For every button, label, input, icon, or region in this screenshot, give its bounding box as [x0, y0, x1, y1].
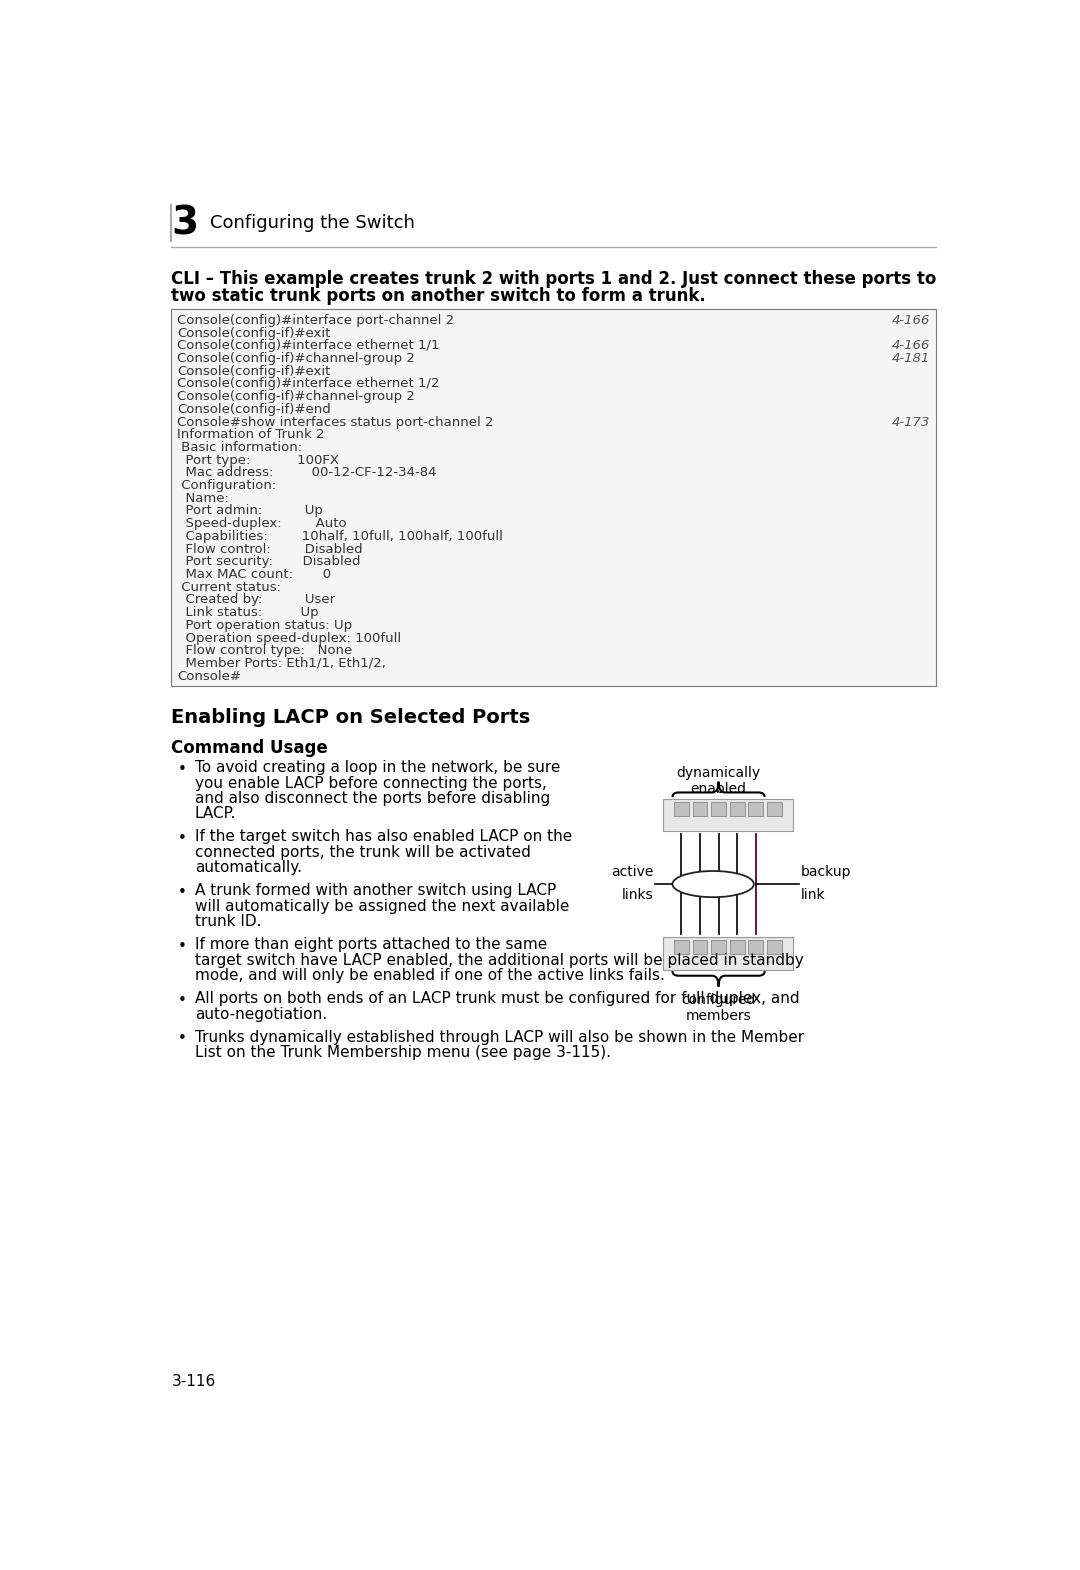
Bar [712, 802, 726, 815]
Text: A trunk formed with another switch using LACP: A trunk formed with another switch using… [194, 884, 556, 898]
Text: Port admin:          Up: Port admin: Up [177, 504, 323, 518]
Text: Port security:       Disabled: Port security: Disabled [177, 556, 361, 568]
Text: you enable LACP before connecting the ports,: you enable LACP before connecting the po… [194, 776, 546, 791]
Text: Console#: Console# [177, 670, 241, 683]
Text: CLI – This example creates trunk 2 with ports 1 and 2. Just connect these ports : CLI – This example creates trunk 2 with … [172, 270, 936, 287]
Bar [767, 802, 782, 815]
Text: Console#show interfaces status port-channel 2: Console#show interfaces status port-chan… [177, 416, 494, 429]
Bar [692, 802, 707, 815]
Text: automatically.: automatically. [194, 860, 301, 874]
Text: •: • [177, 1031, 187, 1046]
Text: Configuring the Switch: Configuring the Switch [211, 214, 415, 232]
Text: Current status:: Current status: [177, 581, 281, 593]
Text: Port type:           100FX: Port type: 100FX [177, 454, 339, 466]
Text: 4-181: 4-181 [892, 352, 930, 366]
Text: Flow control type:   None: Flow control type: None [177, 644, 352, 658]
Text: Trunks dynamically established through LACP will also be shown in the Member: Trunks dynamically established through L… [194, 1030, 804, 1044]
Bar [730, 802, 744, 815]
Text: •: • [177, 831, 187, 846]
Text: Flow control:        Disabled: Flow control: Disabled [177, 543, 363, 556]
Text: configured
members: configured members [681, 992, 756, 1024]
Text: LACP.: LACP. [194, 807, 237, 821]
Text: links: links [622, 889, 653, 901]
Text: active: active [611, 865, 653, 879]
Text: dynamically
enabled: dynamically enabled [676, 766, 760, 796]
Bar [692, 940, 707, 955]
Text: mode, and will only be enabled if one of the active links fails.: mode, and will only be enabled if one of… [194, 969, 664, 983]
Text: link: link [800, 889, 825, 901]
Text: Console(config-if)#exit: Console(config-if)#exit [177, 364, 330, 378]
Text: Enabling LACP on Selected Ports: Enabling LACP on Selected Ports [172, 708, 530, 727]
Text: 3-116: 3-116 [172, 1374, 216, 1389]
Text: Console(config)#interface ethernet 1/1: Console(config)#interface ethernet 1/1 [177, 339, 440, 352]
Text: 4-166: 4-166 [892, 314, 930, 327]
Text: Link status:         Up: Link status: Up [177, 606, 319, 619]
Text: auto-negotiation.: auto-negotiation. [194, 1006, 327, 1022]
Text: Configuration:: Configuration: [177, 479, 276, 491]
Text: All ports on both ends of an LACP trunk must be configured for full duplex, and: All ports on both ends of an LACP trunk … [194, 991, 799, 1006]
Text: Console(config-if)#exit: Console(config-if)#exit [177, 327, 330, 339]
Bar [730, 940, 744, 955]
Text: Port operation status: Up: Port operation status: Up [177, 619, 352, 631]
Text: target switch have LACP enabled, the additional ports will be placed in standby: target switch have LACP enabled, the add… [194, 953, 804, 967]
Text: Console(config-if)#end: Console(config-if)#end [177, 403, 330, 416]
Text: trunk ID.: trunk ID. [194, 914, 261, 929]
Text: If more than eight ports attached to the same: If more than eight ports attached to the… [194, 937, 546, 953]
Bar [674, 940, 689, 955]
Text: 4-166: 4-166 [892, 339, 930, 352]
Bar [663, 799, 793, 831]
Bar [674, 802, 689, 815]
Ellipse shape [673, 871, 754, 896]
Text: connected ports, the trunk will be activated: connected ports, the trunk will be activ… [194, 845, 530, 860]
Bar [767, 940, 782, 955]
Text: •: • [177, 761, 187, 777]
Text: •: • [177, 939, 187, 953]
Text: and also disconnect the ports before disabling: and also disconnect the ports before dis… [194, 791, 550, 805]
Text: two static trunk ports on another switch to form a trunk.: two static trunk ports on another switch… [172, 287, 706, 305]
Text: Created by:          User: Created by: User [177, 593, 335, 606]
Text: Console(config)#interface port-channel 2: Console(config)#interface port-channel 2 [177, 314, 454, 327]
Text: If the target switch has also enabled LACP on the: If the target switch has also enabled LA… [194, 829, 572, 845]
Text: 4-173: 4-173 [892, 416, 930, 429]
Text: will automatically be assigned the next available: will automatically be assigned the next … [194, 898, 569, 914]
Text: 3: 3 [172, 204, 199, 242]
Text: Operation speed-duplex: 100full: Operation speed-duplex: 100full [177, 631, 401, 645]
Text: List on the Trunk Membership menu (see page 3-115).: List on the Trunk Membership menu (see p… [194, 1046, 610, 1060]
Text: Speed-duplex:        Auto: Speed-duplex: Auto [177, 517, 347, 531]
Text: backup: backup [800, 865, 851, 879]
Text: Basic information:: Basic information: [177, 441, 302, 454]
Text: •: • [177, 992, 187, 1008]
Bar [172, 309, 935, 686]
Text: Max MAC count:       0: Max MAC count: 0 [177, 568, 330, 581]
Text: Command Usage: Command Usage [172, 738, 328, 757]
Text: Name:: Name: [177, 491, 229, 506]
Text: Mac address:         00-12-CF-12-34-84: Mac address: 00-12-CF-12-34-84 [177, 466, 436, 479]
Text: Information of Trunk 2: Information of Trunk 2 [177, 429, 324, 441]
Text: Console(config-if)#channel-group 2: Console(config-if)#channel-group 2 [177, 389, 415, 403]
Text: •: • [177, 885, 187, 900]
Text: Capabilities:        10half, 10full, 100half, 100full: Capabilities: 10half, 10full, 100half, 1… [177, 531, 502, 543]
Bar [663, 937, 793, 970]
Bar [748, 802, 764, 815]
Text: Console(config)#interface ethernet 1/2: Console(config)#interface ethernet 1/2 [177, 377, 440, 391]
Bar [712, 940, 726, 955]
Text: Member Ports: Eth1/1, Eth1/2,: Member Ports: Eth1/1, Eth1/2, [177, 656, 386, 670]
Text: Console(config-if)#channel-group 2: Console(config-if)#channel-group 2 [177, 352, 415, 366]
Text: To avoid creating a loop in the network, be sure: To avoid creating a loop in the network,… [194, 760, 561, 776]
Bar [748, 940, 764, 955]
